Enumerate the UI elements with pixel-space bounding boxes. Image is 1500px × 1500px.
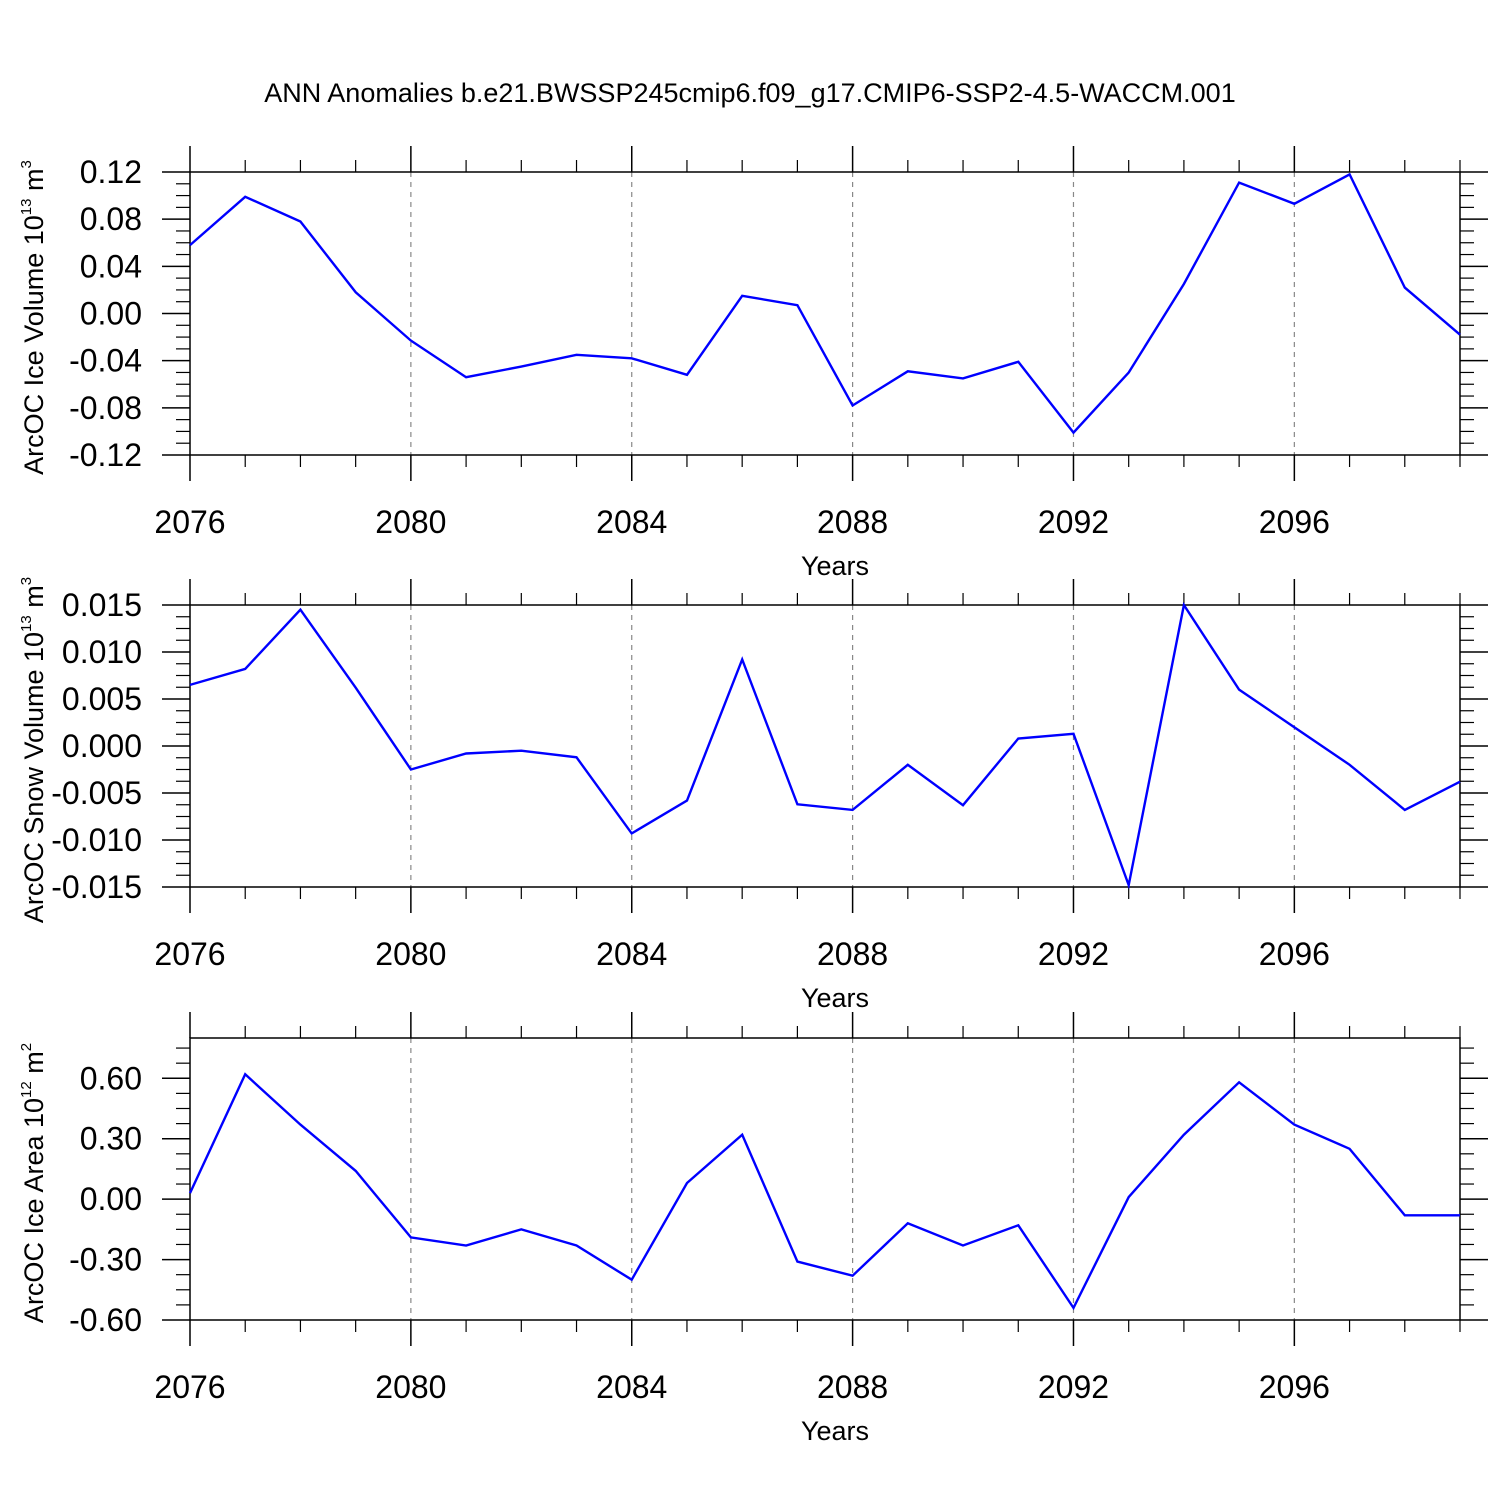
x-tick-label: 2084 <box>596 936 667 972</box>
plot-frame <box>189 604 1461 888</box>
y-tick-label: 0.010 <box>62 634 142 670</box>
x-tick-label: 2092 <box>1038 504 1109 540</box>
y-tick-label: 0.000 <box>62 728 142 764</box>
y-tick-label: 0.04 <box>80 248 142 284</box>
x-tick-label: 2088 <box>817 504 888 540</box>
x-tick-label: 2096 <box>1259 936 1330 972</box>
x-tick-label: 2096 <box>1259 1369 1330 1405</box>
x-tick-label: 2080 <box>375 504 446 540</box>
x-tick-label: 2092 <box>1038 936 1109 972</box>
y-tick-label: -0.005 <box>51 775 142 811</box>
x-tick-label: 2080 <box>375 1369 446 1405</box>
plot-frame <box>189 1037 1461 1321</box>
y-tick-label: 0.60 <box>80 1060 142 1096</box>
x-tick-label: 2076 <box>154 936 225 972</box>
y-tick-label: 0.12 <box>80 154 142 190</box>
x-tick-label: 2076 <box>154 1369 225 1405</box>
y-tick-label: 0.08 <box>80 201 142 237</box>
y-tick-label: -0.12 <box>69 437 142 473</box>
y-tick-label: -0.04 <box>69 343 142 379</box>
panel-3: 2076 2080 2084 2088 2092 2096 -0.60 -0.30 0.00 0.… <box>18 1012 1488 1446</box>
y-tick-label: -0.015 <box>51 869 142 905</box>
y-tick-label: 0.005 <box>62 681 142 717</box>
y-axis-title: ArcOC Ice Volume 1013 m3 <box>18 160 49 475</box>
series-line <box>189 172 1461 435</box>
x-axis-title: Years <box>801 983 869 1013</box>
y-axis-title: ArcOC Snow Volume 1013 m3 <box>18 577 49 923</box>
y-tick-label: 0.015 <box>62 587 142 623</box>
x-axis-title: Years <box>801 551 869 581</box>
x-tick-label: 2088 <box>817 1369 888 1405</box>
x-tick-label: 2084 <box>596 504 667 540</box>
y-tick-label: 0.00 <box>80 1181 142 1217</box>
panel-2: 2076 2080 2084 2088 2092 2096 -0.015 -0.010 -0.0… <box>18 577 1488 1013</box>
x-tick-label: 2088 <box>817 936 888 972</box>
y-tick-label: -0.08 <box>69 390 142 426</box>
x-tick-label: 2080 <box>375 936 446 972</box>
y-tick-label: -0.60 <box>69 1302 142 1338</box>
x-tick-label: 2084 <box>596 1369 667 1405</box>
series-line <box>188 1072 1460 1311</box>
y-axis-title: ArcOC Ice Area 1012 m2 <box>18 1043 49 1323</box>
y-tick-label: 0.30 <box>80 1121 142 1157</box>
y-tick-label: -0.30 <box>69 1242 142 1278</box>
y-tick-label: 0.00 <box>80 296 142 332</box>
y-tick-label: -0.010 <box>51 822 142 858</box>
chart-title: ANN Anomalies b.e21.BWSSP245cmip6.f09_g1… <box>264 78 1236 108</box>
x-tick-label: 2076 <box>154 504 225 540</box>
x-tick-label: 2092 <box>1038 1369 1109 1405</box>
panel-1: 2076 2080 2084 2088 2092 2096 -0.12 -0.08 -0.04 0… <box>18 146 1488 581</box>
x-axis-title: Years <box>801 1416 869 1446</box>
series-line <box>189 601 1461 890</box>
x-tick-label: 2096 <box>1259 504 1330 540</box>
